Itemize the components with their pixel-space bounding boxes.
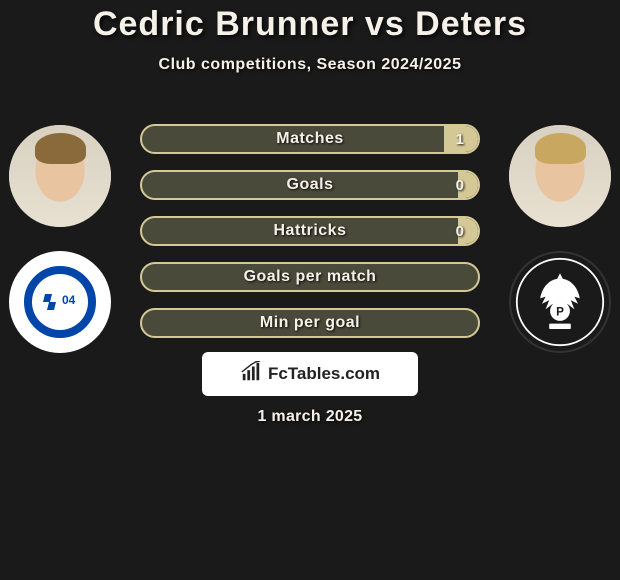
schalke-logo-icon: 04 bbox=[18, 260, 102, 344]
stat-value-right: 1 bbox=[456, 126, 464, 152]
stat-label: Matches bbox=[142, 126, 478, 152]
stat-bar-hattricks: Hattricks0 bbox=[140, 216, 480, 246]
player-right-avatar bbox=[509, 125, 611, 227]
preussen-logo-icon: P bbox=[515, 257, 605, 347]
stat-bar-matches: Matches1 bbox=[140, 124, 480, 154]
stat-value-right: 0 bbox=[456, 218, 464, 244]
stat-bar-goals: Goals0 bbox=[140, 170, 480, 200]
stat-label: Goals per match bbox=[142, 264, 478, 290]
face-placeholder-icon bbox=[9, 125, 111, 227]
club-right-badge: P bbox=[509, 251, 611, 353]
stat-bars: Matches1Goals0Hattricks0Goals per matchM… bbox=[140, 124, 480, 354]
stat-bar-mpg: Min per goal bbox=[140, 308, 480, 338]
stat-label: Goals bbox=[142, 172, 478, 198]
comparison-card: Cedric Brunner vs Deters Club competitio… bbox=[0, 0, 620, 440]
stat-label: Hattricks bbox=[142, 218, 478, 244]
page-subtitle: Club competitions, Season 2024/2025 bbox=[0, 56, 620, 74]
player-left-avatar bbox=[9, 125, 111, 227]
svg-text:04: 04 bbox=[62, 293, 76, 307]
stat-bar-gpm: Goals per match bbox=[140, 262, 480, 292]
stat-label: Min per goal bbox=[142, 310, 478, 336]
club-left-badge: 04 bbox=[9, 251, 111, 353]
branding-text: FcTables.com bbox=[268, 364, 380, 384]
face-placeholder-icon bbox=[509, 125, 611, 227]
date-label: 1 march 2025 bbox=[0, 408, 620, 426]
page-title: Cedric Brunner vs Deters bbox=[0, 5, 620, 44]
branding-badge: FcTables.com bbox=[202, 352, 418, 396]
chart-icon bbox=[240, 361, 262, 388]
svg-text:P: P bbox=[556, 306, 564, 319]
stat-value-right: 0 bbox=[456, 172, 464, 198]
